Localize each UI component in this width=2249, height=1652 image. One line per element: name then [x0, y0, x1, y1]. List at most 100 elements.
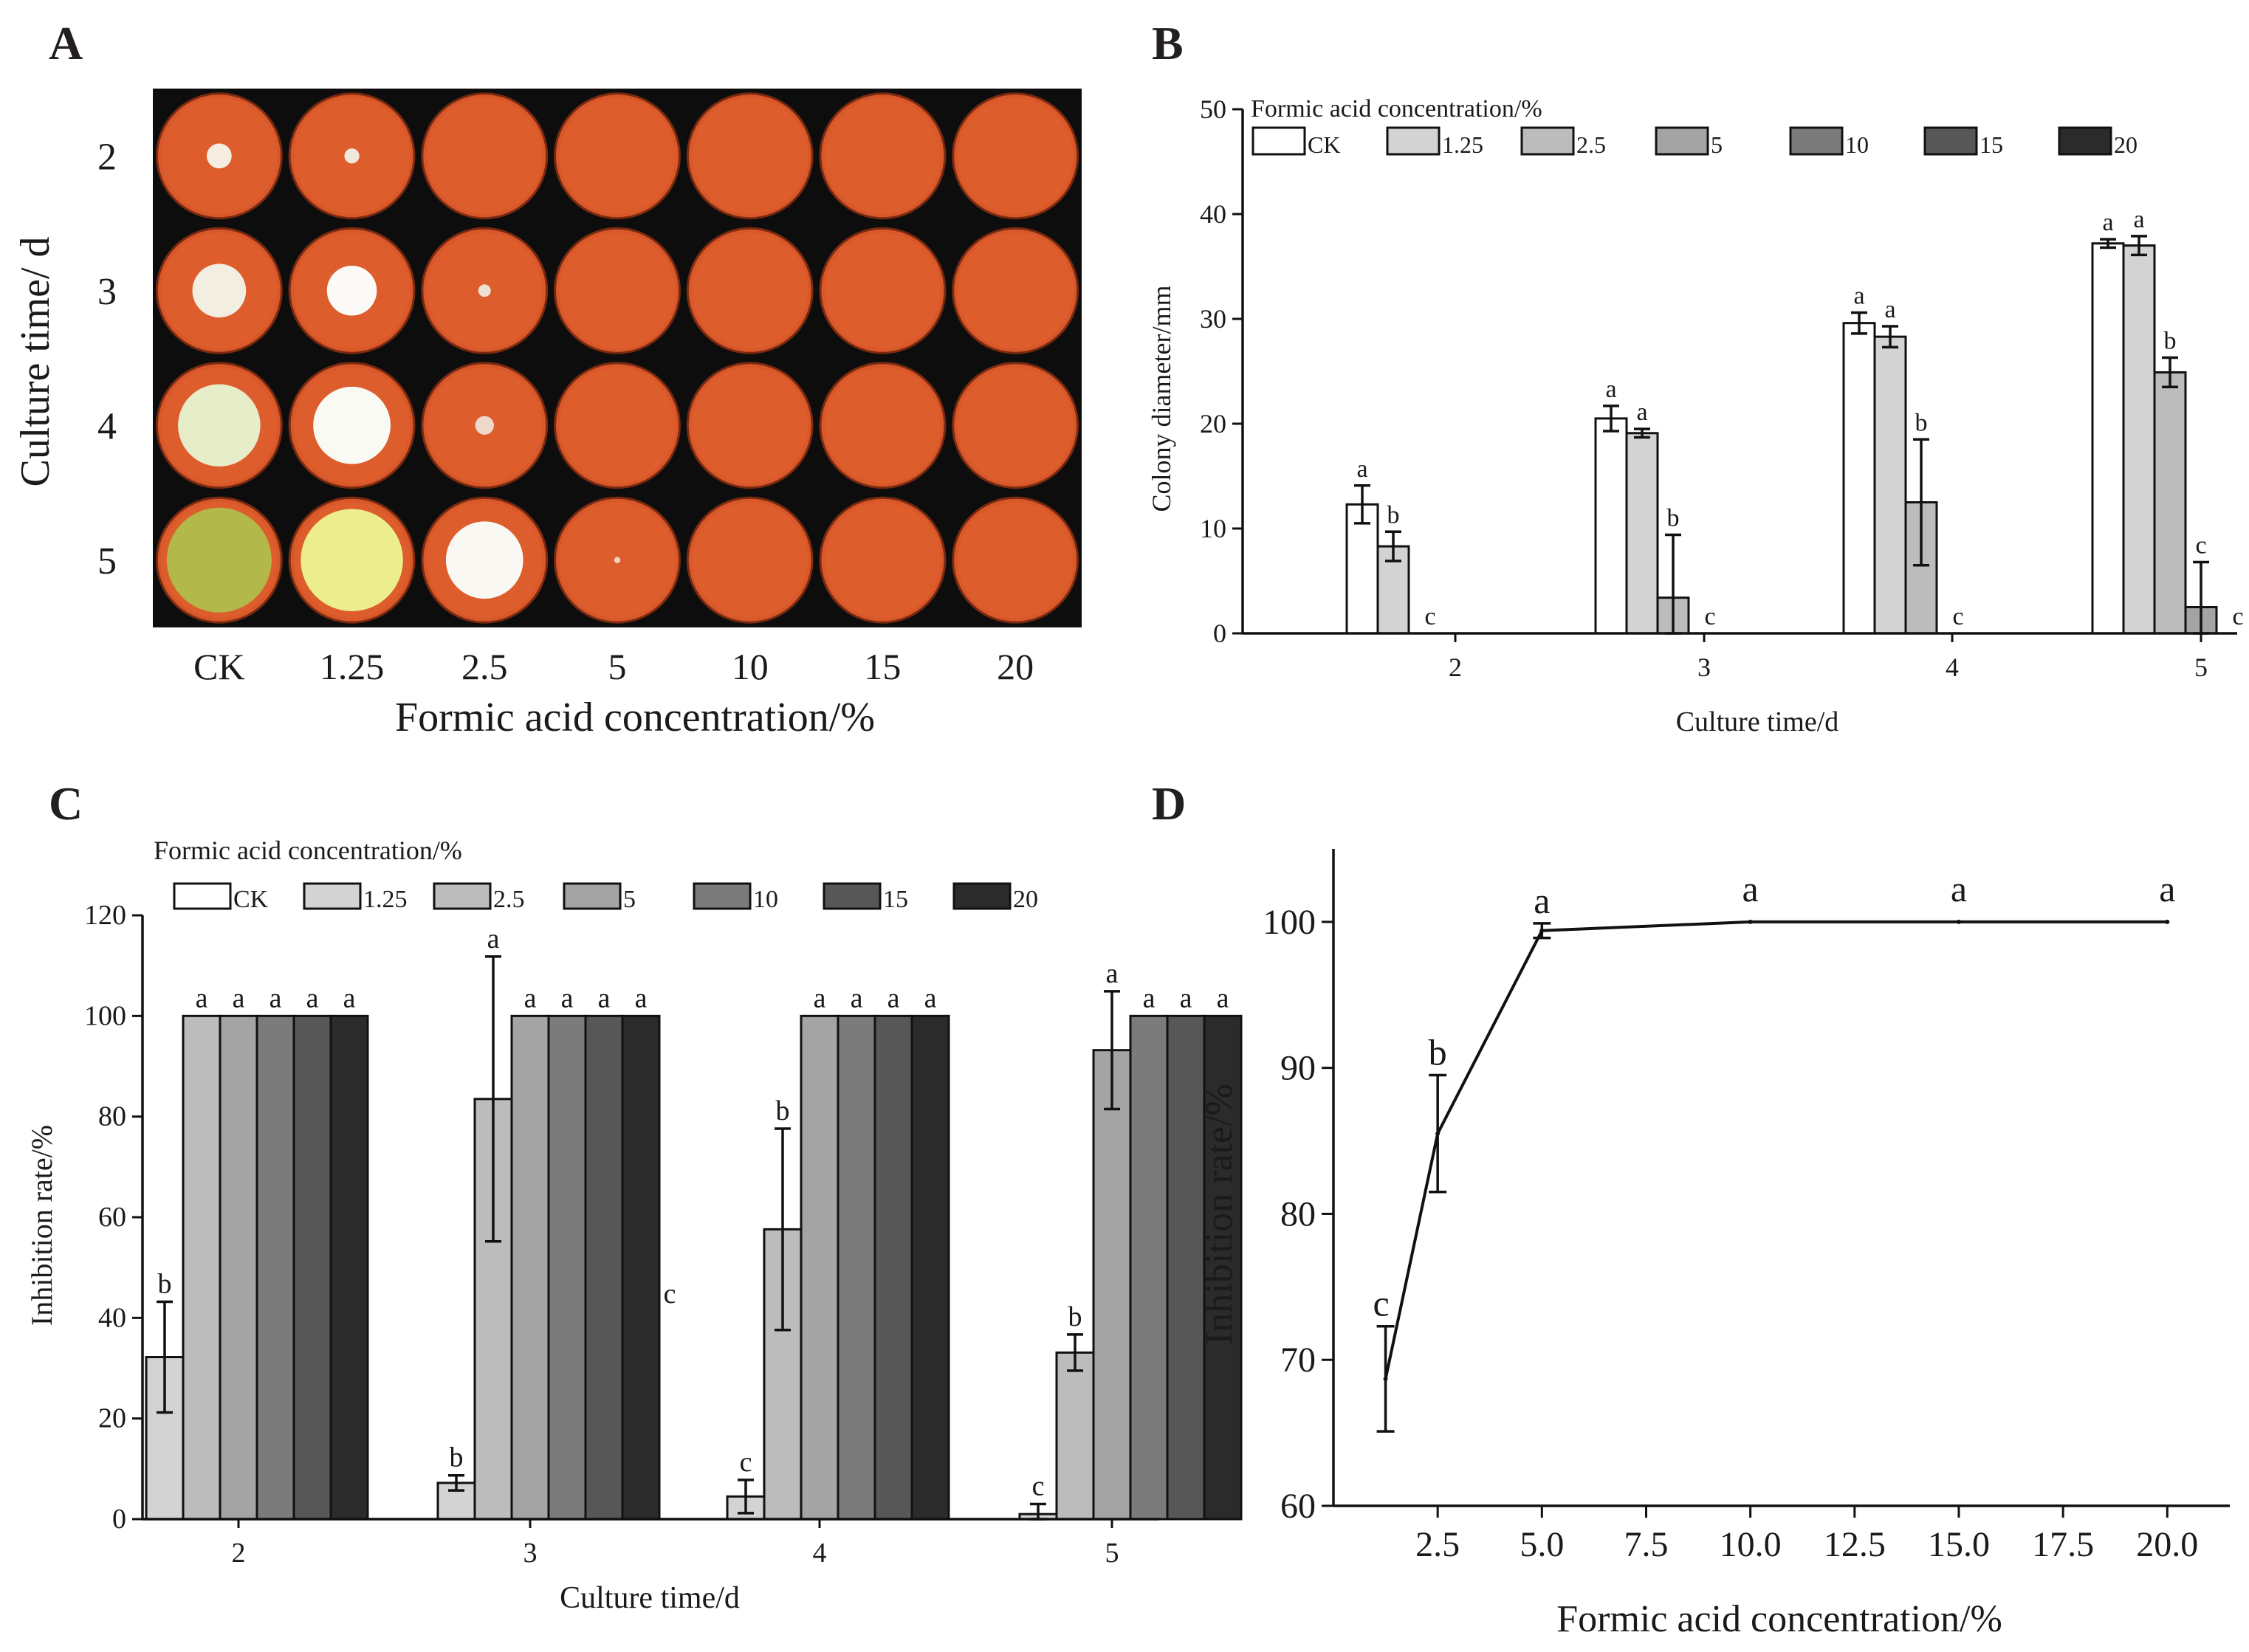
legend-swatch — [1386, 126, 1441, 156]
bar — [255, 1014, 295, 1521]
dish-medium — [692, 97, 808, 214]
y-tick-label: 40 — [1200, 199, 1226, 229]
panel-b-x-label: Culture time/d — [1676, 706, 1839, 737]
column-label: 15 — [864, 646, 901, 687]
bar — [837, 1014, 876, 1521]
x-tick-label: 3 — [1697, 653, 1711, 682]
significance-letter: a — [1605, 376, 1616, 403]
fungal-colony — [614, 557, 621, 563]
significance-letter: c — [2195, 531, 2206, 559]
legend-swatch — [303, 882, 362, 910]
legend-label: CK — [1308, 131, 1340, 158]
row-label: 3 — [97, 271, 117, 313]
bar — [292, 1014, 332, 1521]
significance-letter: a — [306, 982, 319, 1013]
column-label: 10 — [732, 646, 769, 687]
y-tick-label: 30 — [1200, 304, 1226, 334]
significance-letter: a — [635, 982, 648, 1013]
significance-letter: a — [598, 982, 611, 1013]
dish-medium — [957, 502, 1074, 619]
bar — [1203, 1014, 1243, 1521]
legend-swatch — [1655, 126, 1709, 156]
x-tick-label: 17.5 — [2032, 1525, 2094, 1564]
bar — [329, 1014, 369, 1521]
significance-letter: a — [196, 982, 208, 1013]
y-tick-label: 20 — [1200, 409, 1226, 438]
legend-label: 15 — [1980, 131, 2003, 158]
fungal-colony — [478, 284, 491, 297]
panel-a-x-label: Formic acid concentration/% — [395, 695, 875, 740]
dish-medium — [692, 502, 808, 619]
significance-letter: a — [1534, 880, 1550, 921]
x-tick-label: 5 — [2194, 653, 2208, 682]
bar — [1166, 1014, 1206, 1521]
significance-letter: a — [1742, 868, 1759, 909]
fungal-colony — [326, 265, 377, 316]
y-tick-label: 0 — [112, 1504, 126, 1535]
legend-label: 1.25 — [1442, 131, 1483, 158]
panel-label-c: C — [49, 777, 83, 830]
significance-letter: c — [740, 1447, 752, 1478]
bar — [510, 1014, 550, 1521]
bar — [1625, 432, 1659, 635]
significance-letter: b — [1915, 409, 1928, 436]
legend-swatch — [1520, 126, 1575, 156]
bar — [2091, 242, 2125, 635]
bar — [1129, 1014, 1169, 1521]
legend-label: CK — [233, 886, 269, 913]
significance-letter: a — [1951, 868, 1967, 909]
significance-letter: a — [1217, 982, 1229, 1013]
panel-b-legend-title: Formic acid concentration/% — [1251, 95, 1542, 123]
significance-letter: a — [524, 982, 537, 1013]
legend-label: 20 — [1013, 886, 1038, 913]
column-label: CK — [193, 646, 244, 687]
panel-d-y-label: Inhibition rate/% — [1198, 1084, 1240, 1345]
significance-letter: c — [2232, 603, 2243, 630]
bar — [1594, 417, 1628, 635]
column-label: 1.25 — [320, 646, 385, 687]
panel-b-y-label: Colony diameter/mm — [1147, 286, 1176, 512]
panel-label-d: D — [1152, 777, 1186, 830]
bar — [584, 1014, 624, 1521]
panel-d-x-label: Formic acid concentration/% — [1556, 1598, 2002, 1640]
x-tick-label: 5 — [1105, 1538, 1119, 1569]
annotation-letter: c — [664, 1278, 676, 1309]
significance-letter: a — [887, 982, 900, 1013]
significance-letter: c — [1952, 603, 1963, 630]
significance-letter: a — [1180, 982, 1192, 1013]
dish-medium — [824, 233, 941, 349]
data-point — [2165, 919, 2170, 924]
x-tick-label: 15.0 — [1928, 1525, 1990, 1564]
significance-letter: c — [1373, 1283, 1389, 1324]
panel-label-b: B — [1152, 17, 1184, 69]
data-point — [1748, 919, 1753, 924]
x-tick-label: 3 — [523, 1538, 538, 1569]
panel-d-line-chart: 60 70 80 90 100 2.5 5.0 7.5 10.0 12.5 15.0 17.5 20.0… — [1263, 849, 2230, 1564]
y-tick-label: 40 — [98, 1302, 126, 1333]
legend-label: 10 — [1845, 131, 1869, 158]
dish-medium — [957, 233, 1074, 349]
dish-medium — [957, 97, 1074, 214]
column-label: 5 — [608, 646, 627, 687]
significance-letter: a — [269, 982, 282, 1013]
panel-a-photo-grid: 2 3 4 5 CK 1.25 2.5 5 10 15 20 — [97, 89, 1082, 687]
significance-letter: a — [1636, 399, 1647, 426]
significance-letter: a — [1884, 296, 1895, 323]
column-label: 20 — [997, 646, 1034, 687]
x-tick-label: 10.0 — [1720, 1525, 1782, 1564]
legend-swatch — [173, 882, 232, 910]
fungal-colony — [475, 416, 494, 435]
legend-label: 15 — [883, 886, 908, 913]
x-tick-label: 20.0 — [2136, 1525, 2198, 1564]
significance-letter: b — [158, 1269, 172, 1300]
legend-swatch — [1251, 126, 1306, 156]
significance-letter: a — [561, 982, 574, 1013]
fungal-colony — [344, 148, 360, 164]
significance-letter: a — [851, 982, 863, 1013]
legend-label: 20 — [2114, 131, 2138, 158]
y-tick-label: 90 — [1280, 1049, 1316, 1088]
significance-letter: a — [2133, 206, 2144, 233]
x-tick-label: 5.0 — [1520, 1525, 1564, 1564]
